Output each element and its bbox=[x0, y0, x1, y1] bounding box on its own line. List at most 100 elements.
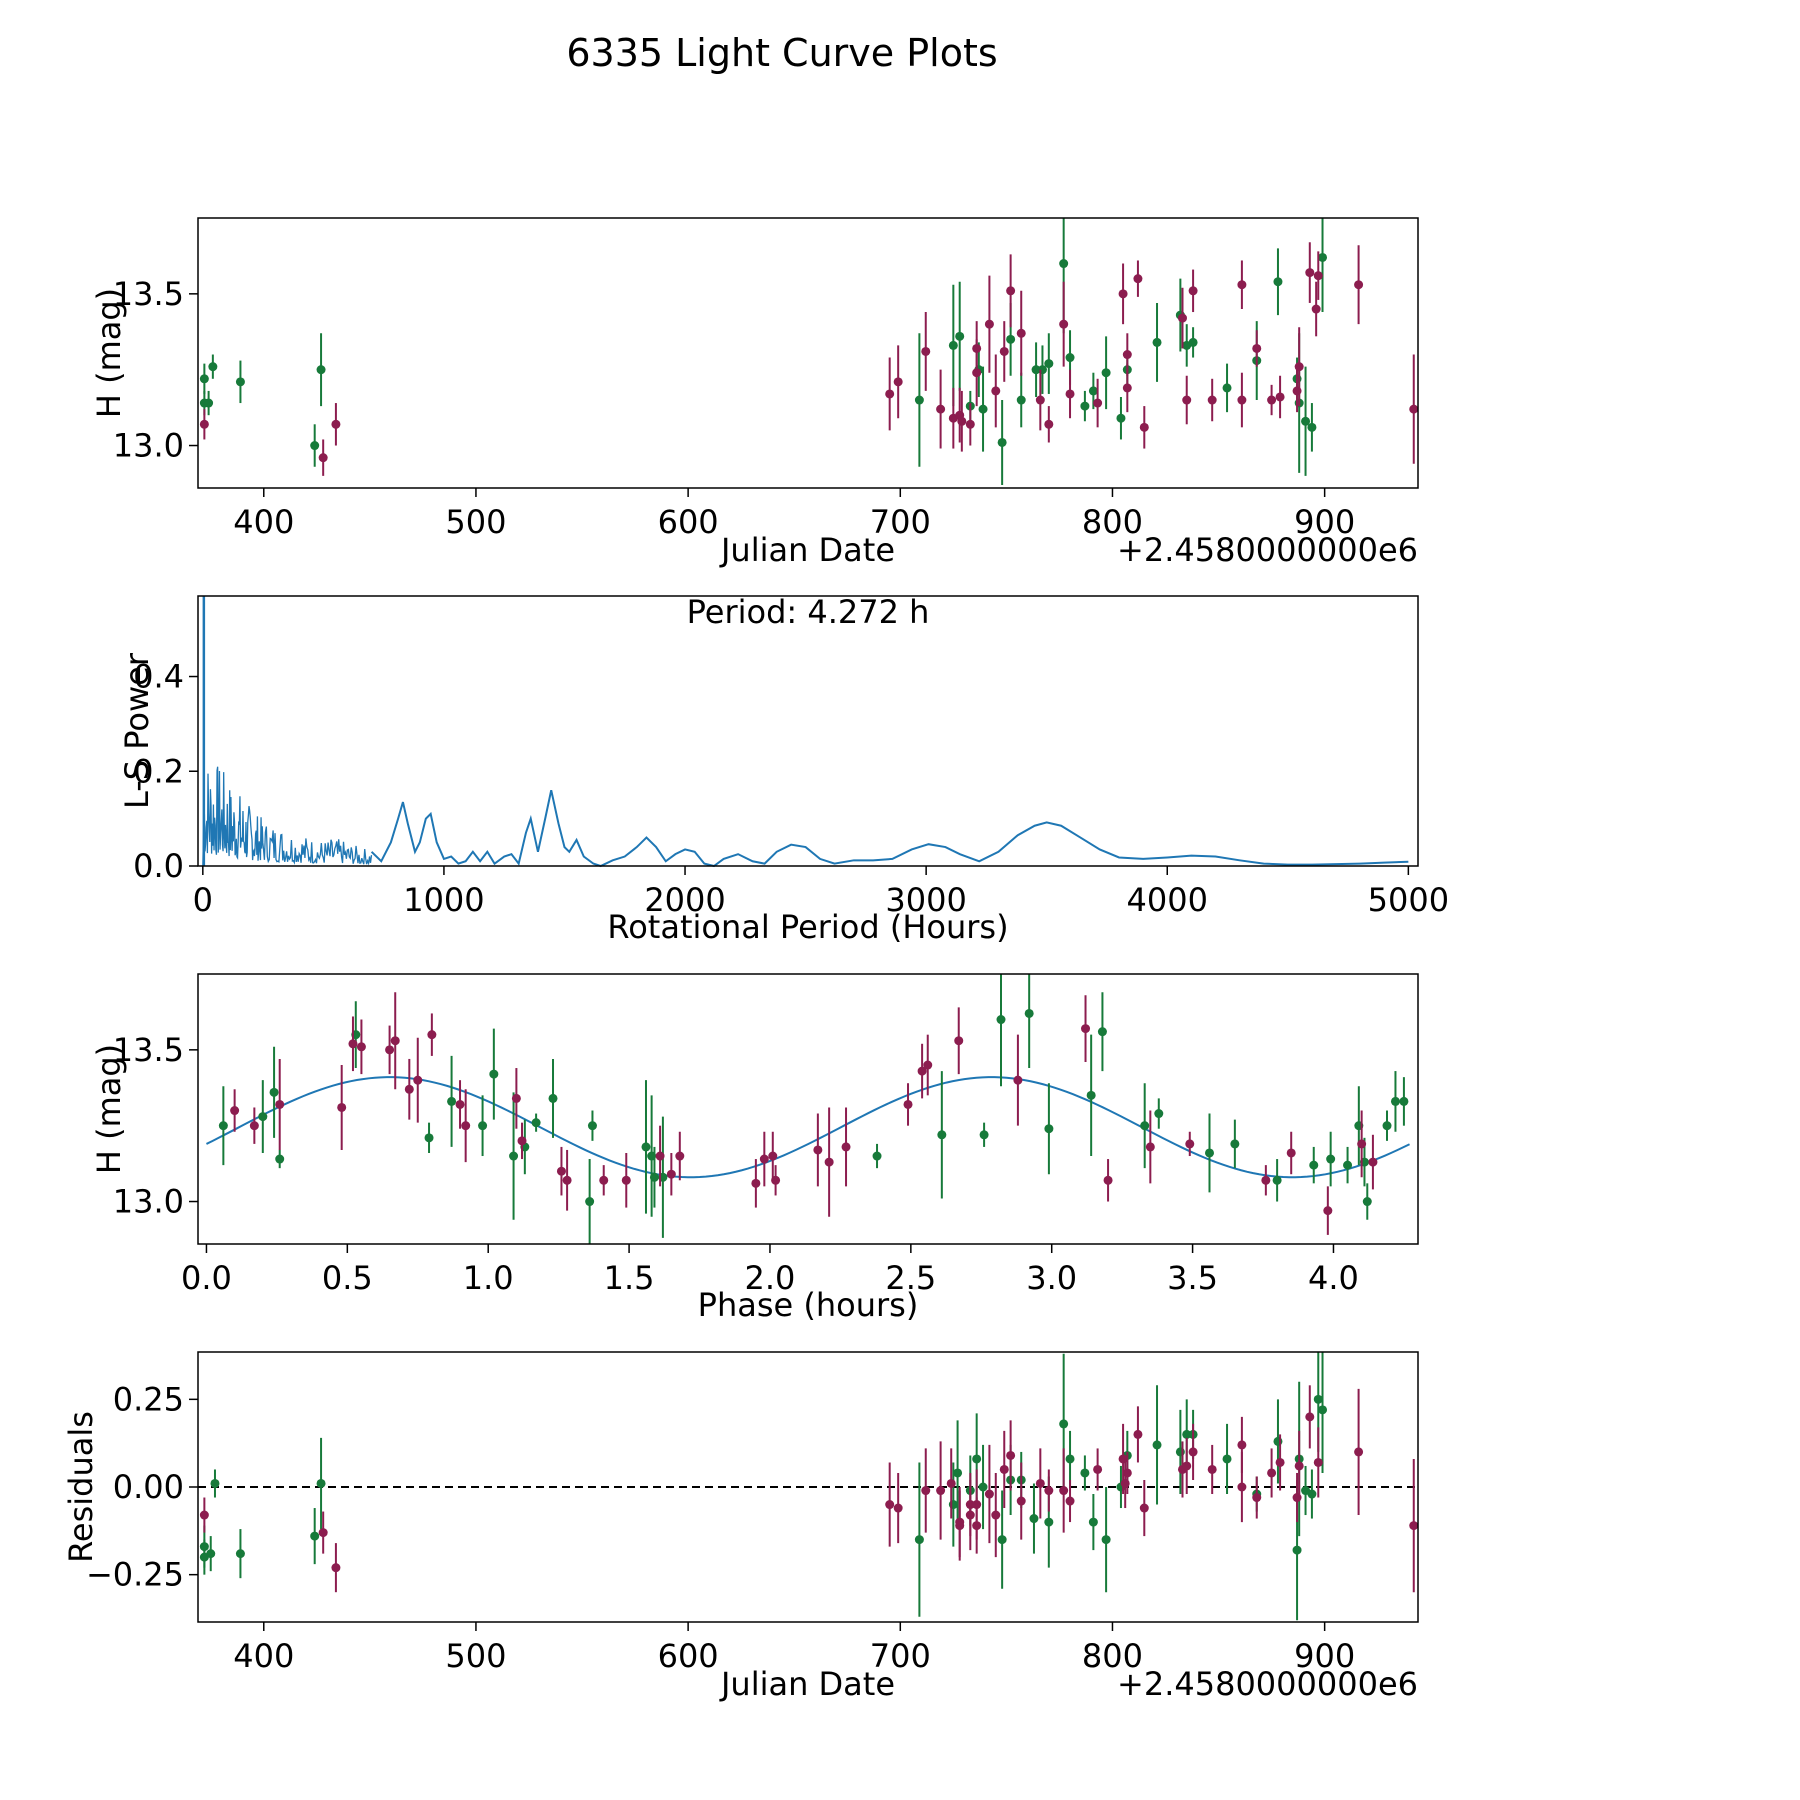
periodogram-y-ticks: 0.0 0.2 0.4 bbox=[133, 658, 198, 885]
residuals-point-green bbox=[1059, 1419, 1069, 1429]
phase-point-magenta bbox=[337, 1102, 347, 1112]
lightcurve-point-magenta bbox=[331, 419, 341, 429]
phase-point-green bbox=[1154, 1109, 1164, 1119]
lightcurve-point-green bbox=[1044, 359, 1054, 369]
residuals-point-green bbox=[210, 1478, 220, 1488]
residuals-x-tick-label: 600 bbox=[658, 1637, 719, 1675]
phase-point-green bbox=[1086, 1090, 1096, 1100]
residuals-point-magenta bbox=[1139, 1503, 1149, 1513]
residuals-point-magenta bbox=[1044, 1486, 1054, 1496]
phase-point-magenta bbox=[556, 1166, 566, 1176]
residuals-point-green bbox=[1101, 1535, 1111, 1545]
residuals-point-magenta bbox=[1313, 1457, 1323, 1467]
residuals-point-green bbox=[997, 1535, 1007, 1545]
phase-point-magenta bbox=[655, 1151, 665, 1161]
residuals-x-label: Julian Date bbox=[719, 1665, 895, 1703]
periodogram-alias-forest bbox=[202, 766, 373, 867]
phase-point-magenta bbox=[1185, 1139, 1195, 1149]
phase-frame bbox=[197, 973, 1419, 1245]
lightcurve-point-magenta bbox=[1016, 328, 1026, 338]
phase-point-magenta bbox=[275, 1099, 285, 1109]
periodogram-y-tick-label: 0.2 bbox=[133, 752, 184, 790]
phase-point-green bbox=[1326, 1154, 1336, 1164]
lightcurve-point-green bbox=[316, 365, 326, 375]
phase-marks bbox=[206, 974, 1410, 1244]
residuals-point-magenta bbox=[1305, 1412, 1315, 1422]
phase-point-magenta bbox=[455, 1099, 465, 1109]
residuals-point-magenta bbox=[1182, 1461, 1192, 1471]
lightcurve-point-magenta bbox=[1275, 392, 1285, 402]
phase-point-green bbox=[531, 1118, 541, 1128]
lightcurve-y-tick-label: 13.0 bbox=[113, 427, 184, 465]
phase-point-green bbox=[424, 1133, 434, 1143]
residuals-point-magenta bbox=[1294, 1461, 1304, 1471]
phase-point-green bbox=[1309, 1160, 1319, 1170]
residuals-point-magenta bbox=[1409, 1521, 1419, 1531]
residuals-y-tick-label: 0.25 bbox=[113, 1380, 184, 1418]
phase-point-magenta bbox=[517, 1136, 527, 1146]
residuals-point-magenta bbox=[1275, 1457, 1285, 1467]
periodogram-x-ticks: 0 1000 2000 3000 4000 5000 bbox=[193, 866, 1449, 919]
phase-point-magenta bbox=[621, 1175, 631, 1185]
lightcurve-y-tick-label: 13.5 bbox=[113, 275, 184, 313]
phase-point-magenta bbox=[1081, 1024, 1091, 1034]
phase-y-tick-label: 13.5 bbox=[113, 1031, 184, 1069]
phase-y-ticks: 13.0 13.5 bbox=[113, 1031, 198, 1221]
lightcurve-point-green bbox=[1222, 383, 1232, 393]
residuals-x-tick-label: 800 bbox=[1082, 1637, 1143, 1675]
lightcurve-point-magenta bbox=[199, 419, 209, 429]
lightcurve-point-green bbox=[948, 340, 958, 350]
phase-point-magenta bbox=[675, 1151, 685, 1161]
lightcurve-offset-label: +2.4580000000e6 bbox=[1117, 531, 1418, 569]
lightcurve-point-magenta bbox=[1122, 383, 1132, 393]
lightcurve-point-green bbox=[1307, 422, 1317, 432]
phase-point-green bbox=[1044, 1124, 1054, 1134]
residuals-point-magenta bbox=[1237, 1482, 1247, 1492]
residuals-point-magenta bbox=[1118, 1454, 1128, 1464]
lightcurve-x-label: Julian Date bbox=[719, 531, 895, 569]
residuals-point-magenta bbox=[972, 1521, 982, 1531]
residuals-point-magenta bbox=[1354, 1447, 1364, 1457]
residuals-point-green bbox=[1182, 1429, 1192, 1439]
lightcurve-point-green bbox=[208, 362, 218, 372]
lightcurve-point-magenta bbox=[1292, 386, 1302, 396]
phase-point-magenta bbox=[1323, 1206, 1333, 1216]
periodogram-x-label: Rotational Period (Hours) bbox=[607, 908, 1008, 946]
phase-point-green bbox=[641, 1142, 651, 1152]
phase-point-green bbox=[996, 1015, 1006, 1025]
phase-point-magenta bbox=[771, 1175, 781, 1185]
residuals-point-magenta bbox=[946, 1478, 956, 1488]
phase-point-magenta bbox=[1286, 1148, 1296, 1158]
lightcurve-point-magenta bbox=[972, 343, 982, 353]
periodogram-curve-group bbox=[202, 596, 1409, 868]
phase-point-green bbox=[548, 1093, 558, 1103]
phase-point-green bbox=[1205, 1148, 1215, 1158]
residuals-point-magenta bbox=[1065, 1496, 1075, 1506]
lightcurve-point-magenta bbox=[1237, 280, 1247, 290]
lightcurve-point-green bbox=[310, 441, 320, 451]
lightcurve-point-magenta bbox=[893, 377, 903, 387]
phase-point-magenta bbox=[923, 1060, 933, 1070]
residuals-point-green bbox=[1152, 1440, 1162, 1450]
phase-point-magenta bbox=[1368, 1157, 1378, 1167]
residuals-point-magenta bbox=[1292, 1493, 1302, 1503]
residuals-panel: 400 500 600 700 800 900 −0.25 0.00 0.25 Julian … bbox=[62, 1351, 1419, 1703]
lightcurve-point-green bbox=[914, 395, 924, 405]
residuals-point-green bbox=[1044, 1517, 1054, 1527]
lightcurve-point-magenta bbox=[1122, 350, 1132, 360]
lightcurve-point-green bbox=[1116, 413, 1126, 423]
residuals-x-tick-label: 900 bbox=[1294, 1637, 1355, 1675]
phase-point-magenta bbox=[1145, 1142, 1155, 1152]
phase-point-green bbox=[269, 1087, 279, 1097]
residuals-point-magenta bbox=[1016, 1496, 1026, 1506]
lightcurve-point-magenta bbox=[991, 386, 1001, 396]
phase-x-ticks: 0.0 0.5 1.0 1.5 2.0 2.5 3.0 3.5 4.0 bbox=[181, 1244, 1359, 1297]
lightcurve-x-tick-label: 400 bbox=[233, 503, 294, 541]
lightcurve-point-magenta bbox=[1093, 398, 1103, 408]
residuals-x-ticks: 400 500 600 700 800 900 bbox=[233, 1622, 1355, 1675]
residuals-point-magenta bbox=[936, 1486, 946, 1496]
periodogram-line bbox=[370, 789, 1409, 868]
phase-x-tick-label: 2.5 bbox=[885, 1259, 936, 1297]
lightcurve-x-tick-label: 800 bbox=[1082, 503, 1143, 541]
